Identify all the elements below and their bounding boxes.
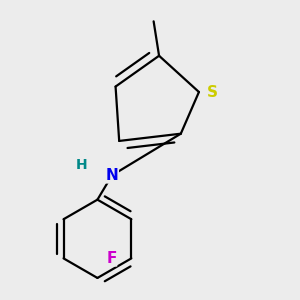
Text: S: S <box>207 85 218 100</box>
Text: N: N <box>106 168 118 183</box>
Text: H: H <box>75 158 87 172</box>
Text: F: F <box>106 251 117 266</box>
